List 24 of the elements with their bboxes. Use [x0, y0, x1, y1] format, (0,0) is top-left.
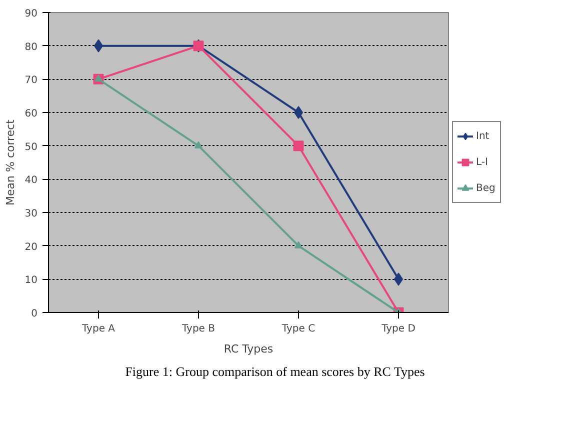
- x-tick-label: Type D: [380, 324, 416, 334]
- y-tick-label: 80: [24, 42, 38, 53]
- y-tick-label: 40: [24, 175, 38, 186]
- y-tick-label: 30: [24, 208, 38, 220]
- y-tick-label: 70: [24, 75, 38, 86]
- point: [294, 241, 302, 248]
- y-tick-label: 10: [24, 275, 38, 286]
- point: [94, 74, 102, 82]
- x-tick-label: Type B: [180, 324, 216, 334]
- y-tick-label: 60: [24, 108, 38, 120]
- x-tick-label: Type A: [81, 324, 116, 334]
- x-tick-label: Type C: [280, 324, 316, 334]
- legend-label: Int: [476, 130, 490, 142]
- y-tick-label: 50: [24, 142, 38, 153]
- caption: Figure 1: Group comparison of mean scores by RC Types: [125, 363, 425, 381]
- y-tick-label: 0: [31, 308, 38, 320]
- y-axis-title: Mean % correct: [4, 118, 17, 206]
- legend-label: Beg: [476, 182, 496, 194]
- x-axis-title: RC Types: [224, 342, 274, 356]
- point: [293, 140, 304, 152]
- y-tick-label: 20: [24, 242, 38, 253]
- point: [194, 141, 202, 148]
- y-tick-label: 90: [24, 8, 38, 20]
- legend-label: L-I: [476, 156, 489, 168]
